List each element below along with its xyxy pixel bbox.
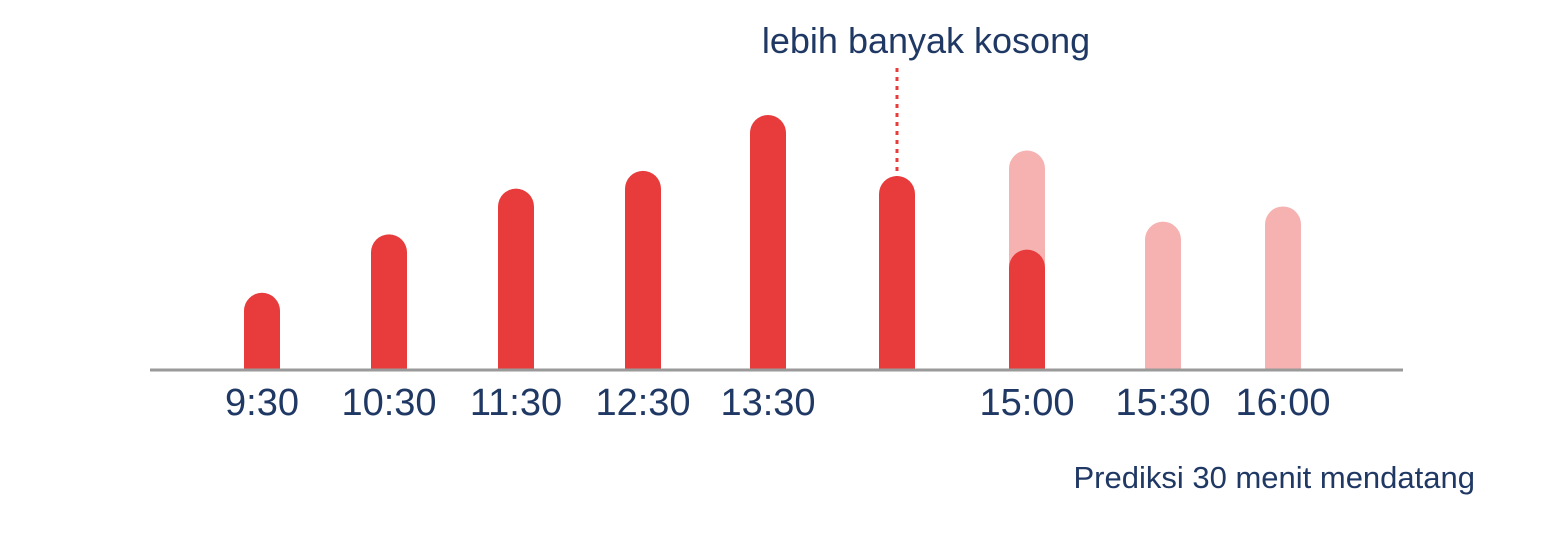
bar-predicted-1600: [1265, 206, 1301, 369]
bar-actual-1230: [625, 170, 661, 369]
bar-actual-1130: [498, 188, 534, 369]
x-tick-label: 15:00: [979, 382, 1074, 424]
actual-bars: [244, 115, 1045, 369]
x-tick-label: 15:30: [1115, 382, 1210, 424]
bar-actual-1500: [1009, 249, 1045, 369]
predicted-bars: [1009, 150, 1301, 369]
x-tick-label: 12:30: [595, 382, 690, 424]
bar-actual-1030: [371, 234, 407, 369]
x-tick-label: 9:30: [225, 382, 299, 424]
prediction-caption: Prediksi 30 menit mendatang: [1073, 460, 1475, 495]
x-tick-labels: 9:30 10:30 11:30 12:30 13:30 15:00 15:30 16:00: [225, 382, 1331, 424]
annotation-label: lebih banyak kosong: [762, 20, 1090, 61]
bar-actual-unlabeled: [879, 175, 915, 369]
x-tick-label: 10:30: [341, 382, 436, 424]
bar-predicted-1530: [1145, 221, 1181, 369]
bar-actual-1330: [750, 115, 786, 369]
x-tick-label: 11:30: [470, 382, 562, 424]
x-tick-label: 13:30: [720, 382, 815, 424]
bar-actual-930: [244, 292, 280, 369]
x-tick-label: 16:00: [1235, 382, 1330, 424]
